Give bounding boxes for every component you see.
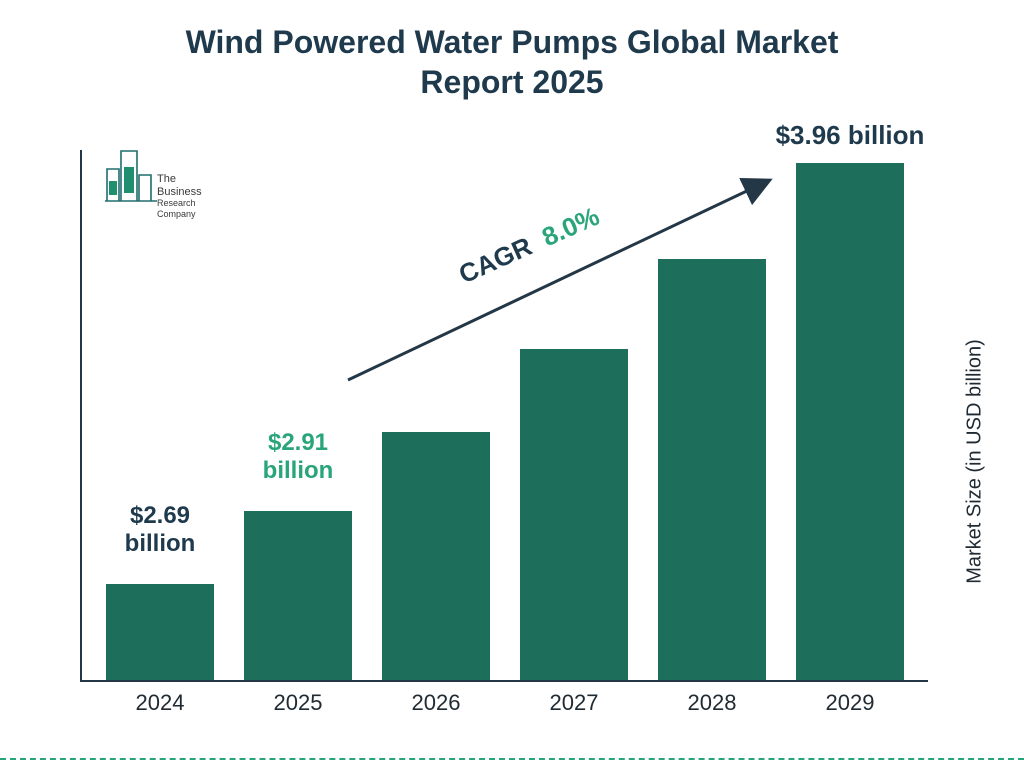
bar-2024 (106, 584, 214, 680)
title-line-1: Wind Powered Water Pumps Global Market (186, 24, 839, 60)
logo-text-line-2: Research Company (157, 198, 202, 219)
y-axis-line (80, 150, 82, 680)
x-label-2024: 2024 (96, 690, 224, 716)
value-label-2025: $2.91 billion (228, 429, 368, 484)
bar-2026 (382, 432, 490, 680)
bar-2027 (520, 349, 628, 680)
x-label-2026: 2026 (372, 690, 500, 716)
footer-dashed-line (0, 758, 1024, 760)
y-axis-title: Market Size (in USD billion) (964, 332, 987, 592)
logo-text-line-1: The Business (157, 173, 202, 198)
brand-logo: The Business Research Company (105, 145, 157, 203)
bar-2029 (796, 163, 904, 680)
x-label-2029: 2029 (786, 690, 914, 716)
cagr-label: CAGR 8.0% (454, 201, 604, 290)
title-line-2: Report 2025 (420, 64, 603, 100)
logo-buildings-icon (105, 145, 157, 203)
x-label-2028: 2028 (648, 690, 776, 716)
bar-2028 (658, 259, 766, 680)
x-label-2025: 2025 (234, 690, 362, 716)
bar-2025 (244, 511, 352, 680)
logo-text: The Business Research Company (157, 173, 202, 219)
chart-canvas: Wind Powered Water Pumps Global Market R… (0, 0, 1024, 768)
value-label-2029: $3.96 billion (740, 121, 960, 151)
x-axis-line (80, 680, 928, 682)
x-label-2027: 2027 (510, 690, 638, 716)
value-label-2024: $2.69 billion (90, 502, 230, 557)
chart-title: Wind Powered Water Pumps Global Market R… (0, 22, 1024, 102)
